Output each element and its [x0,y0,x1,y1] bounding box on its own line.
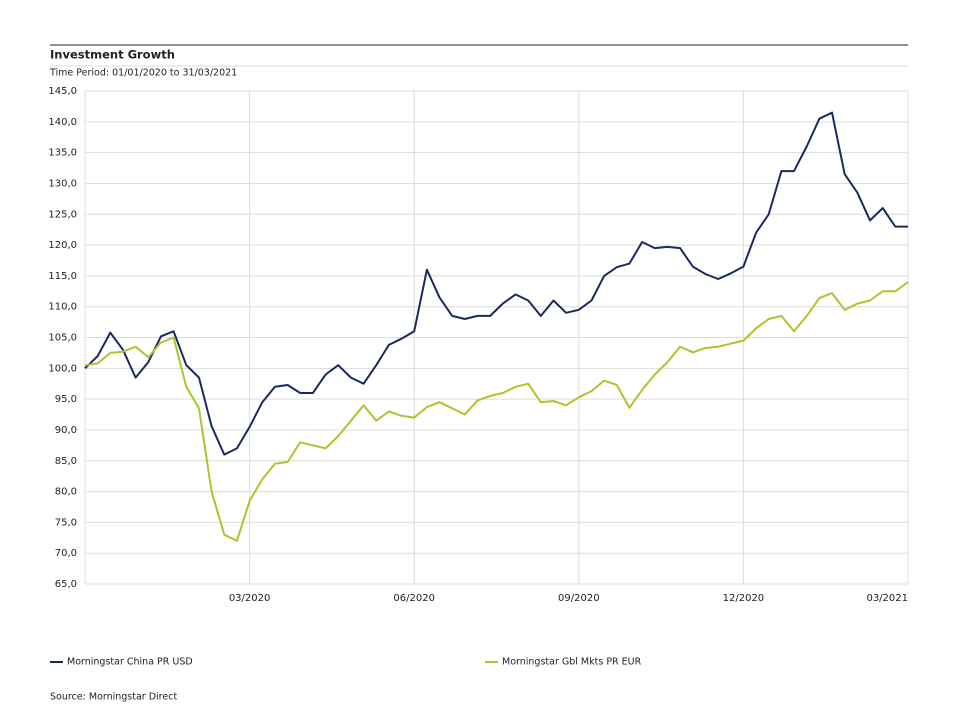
chart-title: Investment Growth [50,48,175,62]
y-tick-label: 125,0 [48,209,77,220]
series-line [84,281,909,542]
y-tick-label: 90,0 [55,425,77,436]
y-tick-label: 75,0 [55,517,77,528]
x-tick-label: 03/2020 [229,593,271,604]
y-tick-label: 115,0 [48,271,77,282]
y-tick-label: 145,0 [48,86,77,97]
chart-subtitle: Time Period: 01/01/2020 to 31/03/2021 [49,68,237,79]
y-tick-label: 80,0 [55,487,77,498]
series-line [84,111,908,456]
y-tick-label: 110,0 [48,302,77,313]
y-tick-label: 95,0 [55,394,77,405]
y-tick-label: 70,0 [55,548,77,559]
x-tick-label: 12/2020 [723,593,765,604]
x-tick-label: 06/2020 [393,593,435,604]
y-tick-label: 130,0 [48,178,77,189]
x-tick-label: 03/2021 [866,593,908,604]
y-tick-label: 120,0 [48,240,77,251]
y-tick-label: 65,0 [55,579,77,590]
source-note: Source: Morningstar Direct [50,692,177,703]
y-tick-label: 100,0 [48,363,77,374]
y-tick-label: 105,0 [48,333,77,344]
y-tick-label: 85,0 [55,456,77,467]
legend-label: Morningstar China PR USD [67,657,193,668]
y-tick-label: 140,0 [48,117,77,128]
y-tick-label: 135,0 [48,148,77,159]
x-tick-label: 09/2020 [558,593,600,604]
legend-label: Morningstar Gbl Mkts PR EUR [502,657,642,668]
